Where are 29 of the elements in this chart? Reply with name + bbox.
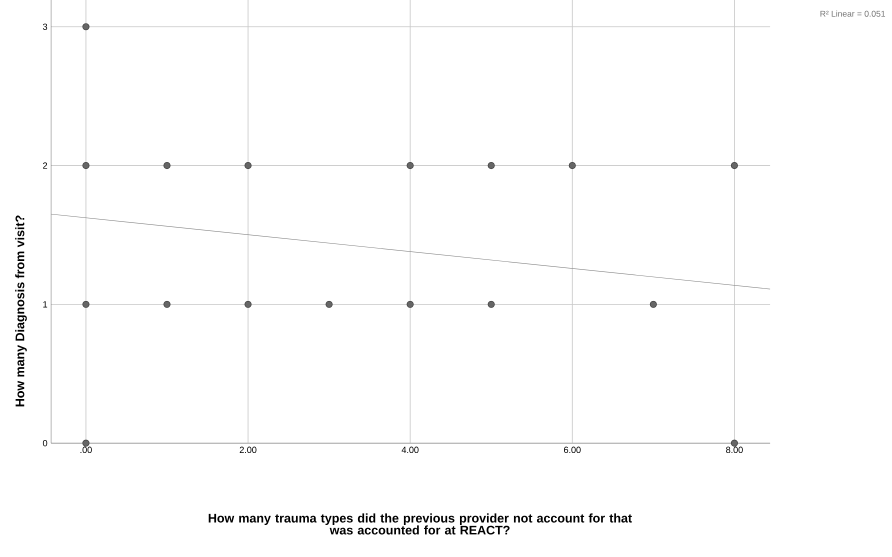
x-tick-label: 8.00 xyxy=(726,446,743,454)
y-tick-label: 3 xyxy=(42,24,48,30)
x-tick-label: 2.00 xyxy=(240,446,256,454)
point xyxy=(163,300,171,308)
point xyxy=(163,162,171,170)
point xyxy=(82,300,90,308)
y-tick-label: 2 xyxy=(43,162,48,169)
point xyxy=(82,440,90,447)
y-tick-label: 0 xyxy=(42,440,48,446)
point xyxy=(326,300,333,308)
x-tick-label: 4.00 xyxy=(402,446,419,454)
point xyxy=(488,162,495,170)
point xyxy=(244,162,252,170)
y-tick-label: 1 xyxy=(43,301,48,308)
y-axis-title: How many Diagnosis from visit? xyxy=(15,216,27,406)
x-tick-label: .00 xyxy=(80,446,92,454)
x-tick-label: 6.00 xyxy=(564,446,581,454)
point xyxy=(406,300,414,308)
point xyxy=(82,23,90,30)
text: R² Linear = 0.051 xyxy=(820,10,886,17)
point xyxy=(406,162,414,170)
x-axis-title: How many trauma types did the previous provider not account for that was accounted for at REACT? xyxy=(208,513,632,535)
point xyxy=(568,162,576,170)
point xyxy=(650,300,657,308)
point xyxy=(730,440,738,447)
point xyxy=(244,300,252,308)
point xyxy=(730,162,738,170)
point xyxy=(82,162,90,170)
point xyxy=(488,300,495,308)
